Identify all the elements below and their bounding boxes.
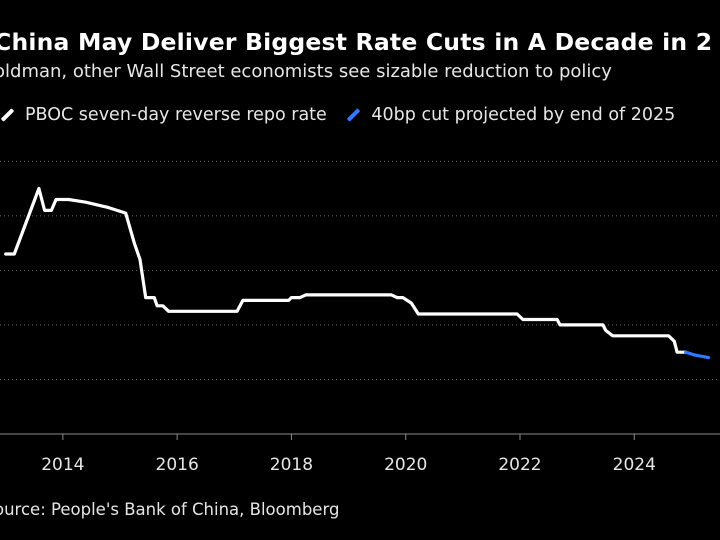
gridlines xyxy=(0,160,720,380)
series-group xyxy=(4,186,711,360)
series-line-repo-rate xyxy=(4,186,688,354)
legend-label-repo-rate: PBOC seven-day reverse repo rate xyxy=(25,105,327,125)
chart-subtitle: oldman, other Wall Street economists see… xyxy=(0,61,612,82)
legend-item-repo-rate: PBOC seven-day reverse repo rate xyxy=(0,105,327,125)
legend-label-projection: 40bp cut projected by end of 2025 xyxy=(371,105,676,125)
x-tick-label: 2020 xyxy=(384,455,427,475)
legend-item-projection: 40bp cut projected by end of 2025 xyxy=(346,105,675,125)
x-tick-label: 2022 xyxy=(498,455,541,475)
x-tick-label: 2018 xyxy=(270,455,313,475)
x-tick-label: 2014 xyxy=(41,455,84,475)
chart-title: China May Deliver Biggest Rate Cuts in A… xyxy=(0,28,713,56)
legend: PBOC seven-day reverse repo rate 40bp cu… xyxy=(0,102,675,125)
source-note: ource: People's Bank of China, Bloomberg xyxy=(0,500,340,519)
x-tick-label: 2024 xyxy=(613,455,656,475)
x-axis: 2014 2016 2018 2020 2022 2024 xyxy=(0,433,720,475)
series-line-projection xyxy=(684,350,711,360)
x-tick-label: 2016 xyxy=(156,455,199,475)
